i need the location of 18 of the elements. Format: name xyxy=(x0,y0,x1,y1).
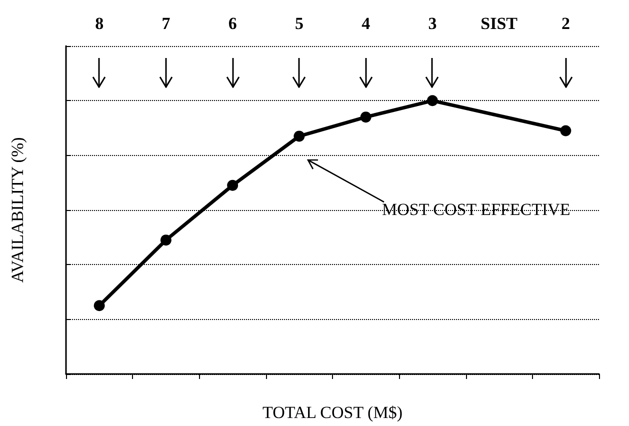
y-axis-title: AVAILABILITY (%) xyxy=(8,137,27,283)
point xyxy=(294,130,305,142)
x-tick-label: 8 xyxy=(95,14,104,33)
point xyxy=(426,95,438,106)
point xyxy=(560,125,572,136)
x-tick-label: 4 xyxy=(362,14,371,33)
x-tick-label: SIST xyxy=(480,14,518,33)
point xyxy=(227,180,238,191)
point xyxy=(360,112,372,123)
x-tick-label: 7 xyxy=(162,14,171,33)
x-tick-label: 2 xyxy=(561,14,570,33)
x-tick-label: 5 xyxy=(294,14,304,33)
x-axis-title: TOTAL COST (M$) xyxy=(262,403,402,422)
x-tick-label: 3 xyxy=(428,14,437,33)
x-tick-label: 6 xyxy=(228,14,237,33)
point xyxy=(94,300,105,312)
annotation: MOST COST EFFECTIVE xyxy=(382,200,570,220)
point xyxy=(160,234,172,246)
